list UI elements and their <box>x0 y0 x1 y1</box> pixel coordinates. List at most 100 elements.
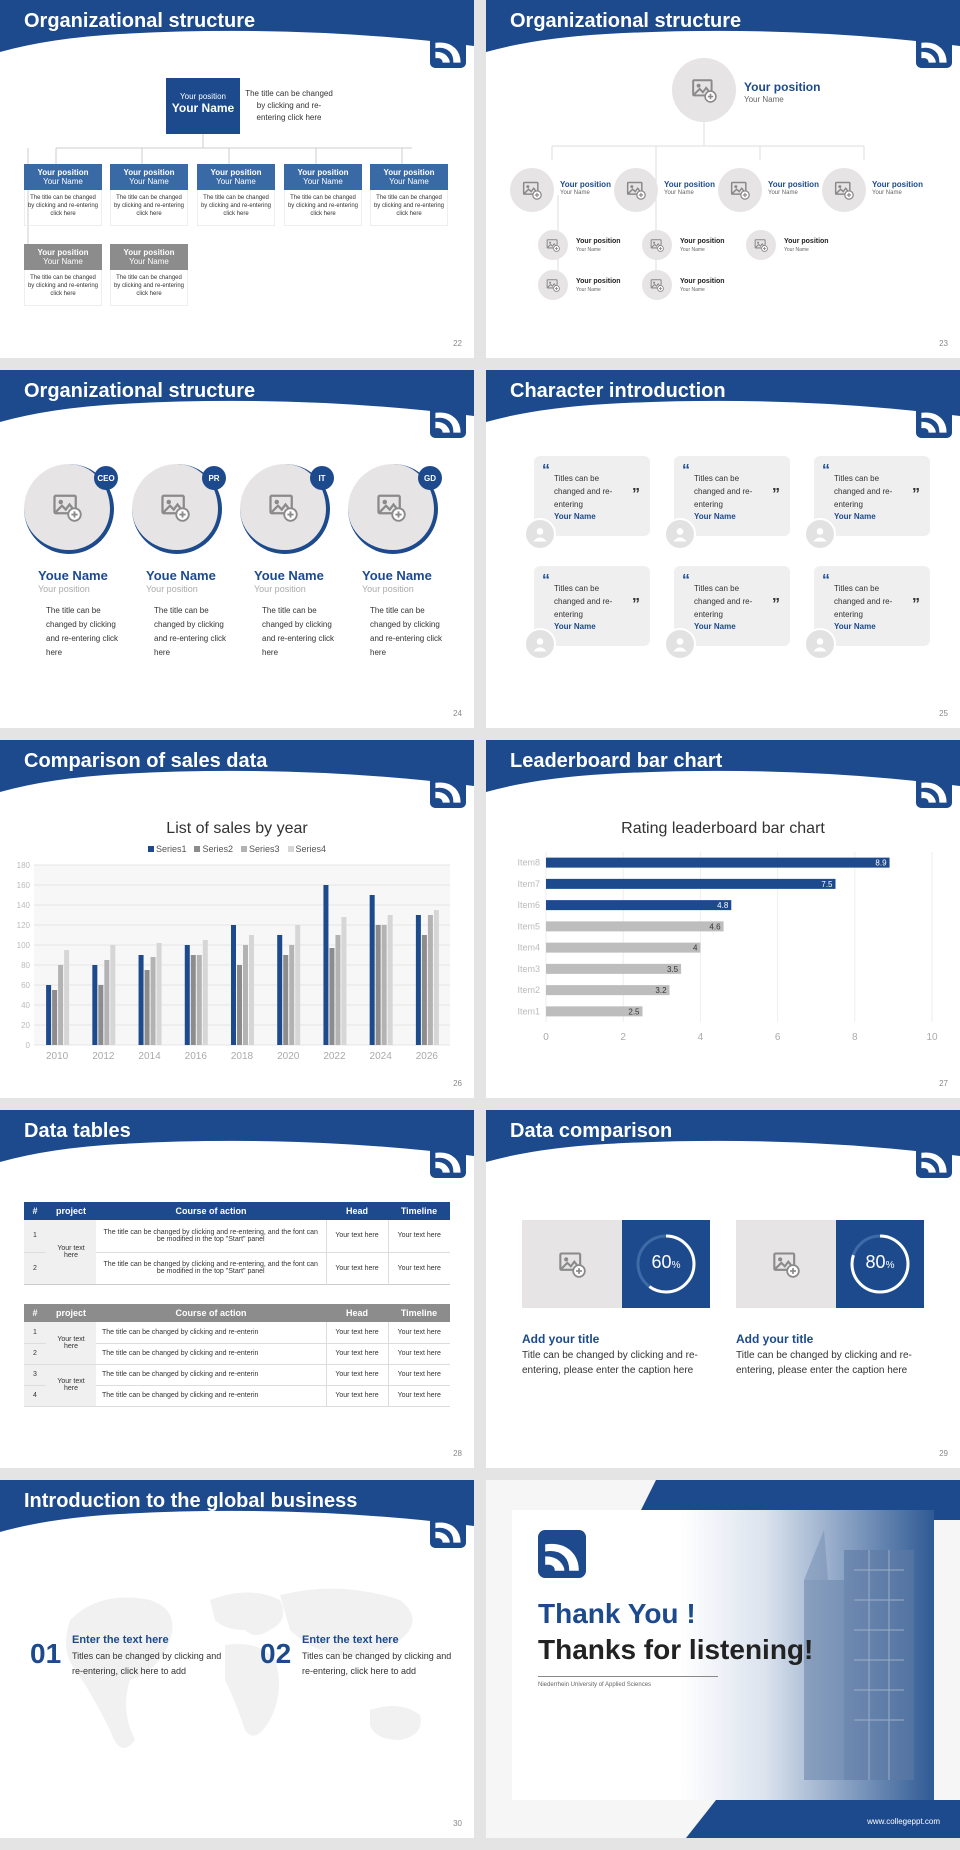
y-tick-label: 0 <box>26 1041 31 1050</box>
sales-bar-chart: 0 20 40 60 80 100 120 140 160 180 2010 2012 2014 2016… <box>17 861 450 1062</box>
top-box[interactable]: Your position Your Name <box>166 78 240 134</box>
character-card[interactable]: “Titles can be changed and re-entering ” Y… <box>804 456 930 552</box>
org-box[interactable]: Your position Your Name The title can be c… <box>24 244 102 306</box>
bar <box>289 945 295 1045</box>
org-box[interactable]: Your position Your Name The title can be c… <box>110 164 188 226</box>
sub-node[interactable]: Your position Your Name <box>642 230 742 262</box>
slide-29[interactable]: Data comparison 60% Add your title Title c… <box>486 1110 960 1468</box>
org-box[interactable]: Your position Your Name The title can be c… <box>284 164 362 226</box>
quote-bubble <box>534 456 650 536</box>
quote-close-icon: ” <box>772 596 780 613</box>
person-position: Your position <box>254 584 306 594</box>
mid-node[interactable]: Your position Your Name <box>510 168 620 212</box>
mid-node[interactable]: Your position Your Name <box>718 168 828 212</box>
org-box-header: Your position Your Name <box>197 164 275 190</box>
logo-icon <box>430 772 466 808</box>
x-tick-label: 2010 <box>46 1051 69 1062</box>
website-url[interactable]: www.collegeppt.com <box>867 1817 940 1826</box>
image-placeholder-icon <box>691 77 717 103</box>
y-tick-label: 20 <box>21 1021 30 1030</box>
slide-30[interactable]: Introduction to the global business 01 En… <box>0 1480 474 1838</box>
sub-node[interactable]: Your position Your Name <box>538 270 638 302</box>
col-header: Head <box>345 1308 368 1318</box>
character-name: Your Name <box>694 512 736 521</box>
sub-node[interactable]: Your position Your Name <box>642 270 742 302</box>
mid-node[interactable]: Your position Your Name <box>822 168 932 212</box>
quote-text: Titles can be changed and re-entering <box>694 474 753 509</box>
bar <box>546 878 836 889</box>
slide-23[interactable]: Organizational structure Your position Yo… <box>486 0 960 358</box>
percent-box: 80% <box>836 1220 924 1308</box>
business-item[interactable]: 01 Enter the text here Titles can be chang… <box>30 1632 240 1692</box>
bar <box>546 921 724 932</box>
person-card[interactable]: GD Youe Name Your position The title can be… <box>348 464 452 714</box>
image-placeholder-icon <box>650 278 664 292</box>
data-label: 7.5 <box>821 880 833 889</box>
world-map <box>66 1588 421 1748</box>
org-box[interactable]: Your position Your Name The title can be c… <box>370 164 448 226</box>
data-label: 4 <box>693 944 698 953</box>
bar <box>341 917 347 1045</box>
business-item[interactable]: 02 Enter the text here Titles can be chang… <box>260 1632 470 1692</box>
character-card[interactable]: “Titles can be changed and re-entering ” Y… <box>664 566 790 662</box>
person-card[interactable]: IT Youe Name Your position The title can be… <box>240 464 344 714</box>
slide-25[interactable]: Character introduction “Titles can be ch… <box>486 370 960 728</box>
slide-title: Leaderboard bar chart <box>510 750 723 772</box>
item-title: Add your title <box>736 1332 814 1346</box>
connector-lines <box>27 134 412 250</box>
org-box[interactable]: Your position Your Name The title can be c… <box>24 164 102 226</box>
slide-28[interactable]: Data tables # project Course of action H… <box>0 1110 474 1468</box>
desc-label: The title can be changed by clicking and… <box>284 190 362 226</box>
person-card[interactable]: PR Youe Name Your position The title can be… <box>132 464 236 714</box>
character-card[interactable]: “Titles can be changed and re-entering ” Y… <box>804 566 930 662</box>
slide-24[interactable]: Organizational structure CEO Youe Name You… <box>0 370 474 728</box>
character-card[interactable]: “Titles can be changed and re-entering ” Y… <box>664 456 790 552</box>
bar <box>387 915 393 1045</box>
character-card[interactable]: “Titles can be changed and re-entering ” Y… <box>524 566 650 662</box>
name-label: Your Name <box>680 287 705 293</box>
comparison-item[interactable]: 80% Add your title Title can be changed by… <box>736 1220 926 1400</box>
position-label: Your position <box>680 278 725 285</box>
comparison-item[interactable]: 60% Add your title Title can be changed by… <box>522 1220 712 1400</box>
avatar-icon <box>664 628 696 660</box>
org-box-header: Your position Your Name <box>110 244 188 270</box>
person-desc: The title can be changed by clicking and… <box>46 606 119 657</box>
quote-bubble <box>814 566 930 646</box>
top-node[interactable]: Your position Your Name <box>672 58 892 122</box>
slide-26[interactable]: Comparison of sales data List of sales b… <box>0 740 474 1098</box>
logo-icon <box>430 1142 466 1178</box>
person-card[interactable]: CEO Youe Name Your position The title can b… <box>24 464 128 714</box>
name-label: Your Name <box>303 177 343 186</box>
quote-close-icon: ” <box>912 486 920 503</box>
sub-node[interactable]: Your position Your Name <box>746 230 846 262</box>
org-box-header: Your position Your Name <box>284 164 362 190</box>
col-header: Course of action <box>175 1206 247 1216</box>
y-tick-label: 180 <box>17 861 31 870</box>
page-number: 22 <box>453 339 462 348</box>
row-num: 3 <box>24 1364 46 1385</box>
bar <box>546 985 670 996</box>
org-box[interactable]: Your position Your Name The title can be c… <box>110 244 188 306</box>
slide-27[interactable]: Leaderboard bar chart Rating leaderboard… <box>486 740 960 1098</box>
row-num: 4 <box>24 1385 46 1406</box>
character-card[interactable]: “Titles can be changed and re-entering ” Y… <box>524 456 650 552</box>
name-label: Your Name <box>768 190 798 196</box>
desc-label: The title can be changed by clicking and… <box>197 190 275 226</box>
logo-icon <box>916 772 952 808</box>
image-placeholder-icon <box>834 180 854 200</box>
y-tick-label: Item8 <box>517 858 540 868</box>
slide-31[interactable]: Thank You ! Thanks for listening! Nieder… <box>486 1480 960 1838</box>
sub-node[interactable]: Your position Your Name <box>538 230 638 262</box>
character-name: Your Name <box>834 622 876 631</box>
image-placeholder-icon <box>730 180 750 200</box>
position-label: Your position <box>768 180 819 189</box>
timeline-cell: Your text here <box>387 1252 450 1284</box>
position-label: Your position <box>123 248 175 257</box>
legend-item: Series4 <box>287 844 326 854</box>
mid-node[interactable]: Your position Your Name <box>614 168 724 212</box>
timeline-cell: Your text here <box>387 1220 450 1252</box>
org-box[interactable]: Your position Your Name The title can be c… <box>197 164 275 226</box>
quote-close-icon: ” <box>632 486 640 503</box>
slide-22[interactable]: Organizational structure Your position Y… <box>0 0 474 358</box>
bar <box>369 895 375 1045</box>
